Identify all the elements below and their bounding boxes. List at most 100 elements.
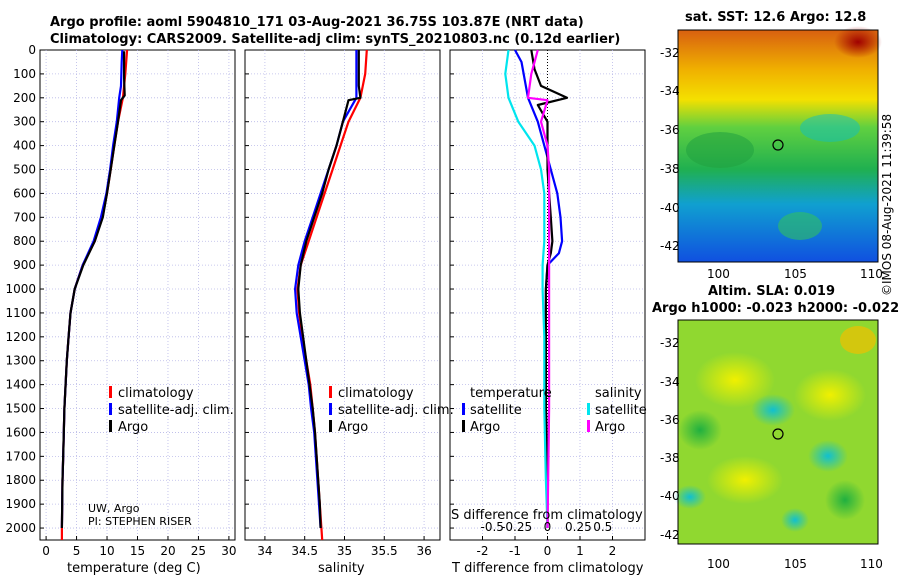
top-xtick-label: -0.5 [481,520,504,534]
xtick-label: -1 [509,544,521,558]
sst-ytick: -38 [660,162,680,176]
sla-map-title: Altim. SLA: 0.019 [708,284,835,299]
credit-institution: UW, Argo [88,502,140,515]
sla-xtick: 105 [784,557,807,571]
series-line-argo [60,51,126,529]
xtick-label: 36 [416,544,431,558]
legend-swatch-sal-satellite [587,403,590,415]
sst-ytick: -32 [660,46,680,60]
legend-swatch-satellite [109,403,112,415]
series-line-salinity-satellite [504,49,549,529]
xtick-label: 30 [221,544,236,558]
argo-height-title: Argo h1000: -0.023 h2000: -0.022 [652,301,900,316]
ytick-label: 1700 [5,449,36,463]
ytick-label: 1500 [5,402,36,416]
salinity-plot-frame [244,49,441,541]
xtick-label: 35 [337,544,352,558]
xtick-label: 20 [160,544,175,558]
xtick-label: 1 [576,544,584,558]
credit-pi: PI: STEPHEN RISER [88,515,192,528]
ytick-label: 1100 [5,306,36,320]
sla-xtick: 100 [707,557,730,571]
title-line-2: Climatology: CARS2009. Satellite-adj cli… [50,32,621,47]
xtick-label: 25 [191,544,206,558]
ytick-label: 200 [13,91,36,105]
xtick-label: 34.5 [291,544,318,558]
xtick-label: 35.5 [371,544,398,558]
sst-green-patch [686,132,754,168]
legend-label-climatology: climatology [338,386,414,401]
title-line-1: Argo profile: aoml 5904810_171 03-Aug-20… [50,15,584,30]
legend-swatch-temp-satellite [462,403,465,415]
legend-label-argo: Argo [338,420,368,435]
series-line-argo [297,50,362,529]
sst-map-border [677,29,879,263]
ytick-label: 1800 [5,473,36,487]
sst-xtick: 100 [707,267,730,281]
xtick-label: -2 [477,544,489,558]
top-xtick-label: 0.5 [593,520,612,534]
sla-ytick: -42 [660,528,680,542]
legend-label-sal-argo: Argo [595,420,625,435]
legend-label-sal-satellite: satellite [595,403,647,418]
sst-cyan-patch [800,114,860,142]
ytick-label: 0 [28,43,36,57]
ytick-label: 1000 [5,282,36,296]
sla-ytick: -40 [660,489,680,503]
legend-label-satellite: satellite-adj. clim. [338,403,454,418]
ytick-label: 2000 [5,521,36,535]
sla-orange-patch [840,326,876,354]
sst-xtick: 105 [784,267,807,281]
xtick-label: 5 [73,544,81,558]
sla-ytick: -38 [660,451,680,465]
legend-swatch-argo [329,420,332,432]
sla-cyan-3 [674,485,706,509]
sst-ytick: -40 [660,201,680,215]
ytick-label: 300 [13,115,36,129]
ytick-label: 400 [13,139,36,153]
sst-ytick: -42 [660,239,680,253]
sla-argo-marker [772,428,784,440]
legend-label-climatology: climatology [118,386,194,401]
temperature-plot-frame [39,49,236,541]
sla-high-2 [794,369,866,421]
sla-map-border [677,319,879,545]
sla-low-2 [825,480,865,520]
sst-map [677,26,882,263]
sla-map [674,319,879,545]
sla-ytick: -34 [660,375,680,389]
legend-title-temperature: temperature [470,386,552,401]
ytick-label: 1400 [5,378,36,392]
ytick-label: 1300 [5,354,36,368]
legend-swatch-argo [109,420,112,432]
legend-swatch-temp-argo [462,420,465,432]
ytick-label: 900 [13,258,36,272]
legend-label-temp-argo: Argo [470,420,500,435]
sst-eddy-patch [778,212,822,240]
sla-cyan-2 [808,440,848,472]
difference-legend: temperature satellite Argo salinity sate… [462,386,647,435]
ytick-label: 700 [13,210,36,224]
legend-swatch-climatology [109,386,112,398]
temperature-legend: climatology satellite-adj. clim. Argo [109,386,234,435]
series-line-salinity-argo [526,49,551,529]
legend-label-argo: Argo [118,420,148,435]
sla-ytick: -32 [660,336,680,350]
sst-map-title: sat. SST: 12.6 Argo: 12.8 [685,10,867,25]
sla-cyan-4 [781,508,809,532]
legend-label-temp-satellite: satellite [470,403,522,418]
sla-xtick: 110 [860,557,883,571]
sla-ytick: -36 [660,413,680,427]
ytick-label: 100 [13,67,36,81]
temperature-xlabel: temperature (deg C) [67,561,201,576]
axis-labels: temperature (deg C) salinity T differenc… [67,508,644,576]
legend-swatch-satellite [329,403,332,415]
sla-cyan-1 [751,394,795,426]
xtick-label: 0 [544,544,552,558]
sla-high-1 [695,352,775,408]
top-xtick-label: 0.25 [565,520,592,534]
xtick-label: 34 [257,544,272,558]
t-difference-xlabel: T difference from climatology [451,561,644,576]
xtick-label: 2 [609,544,617,558]
